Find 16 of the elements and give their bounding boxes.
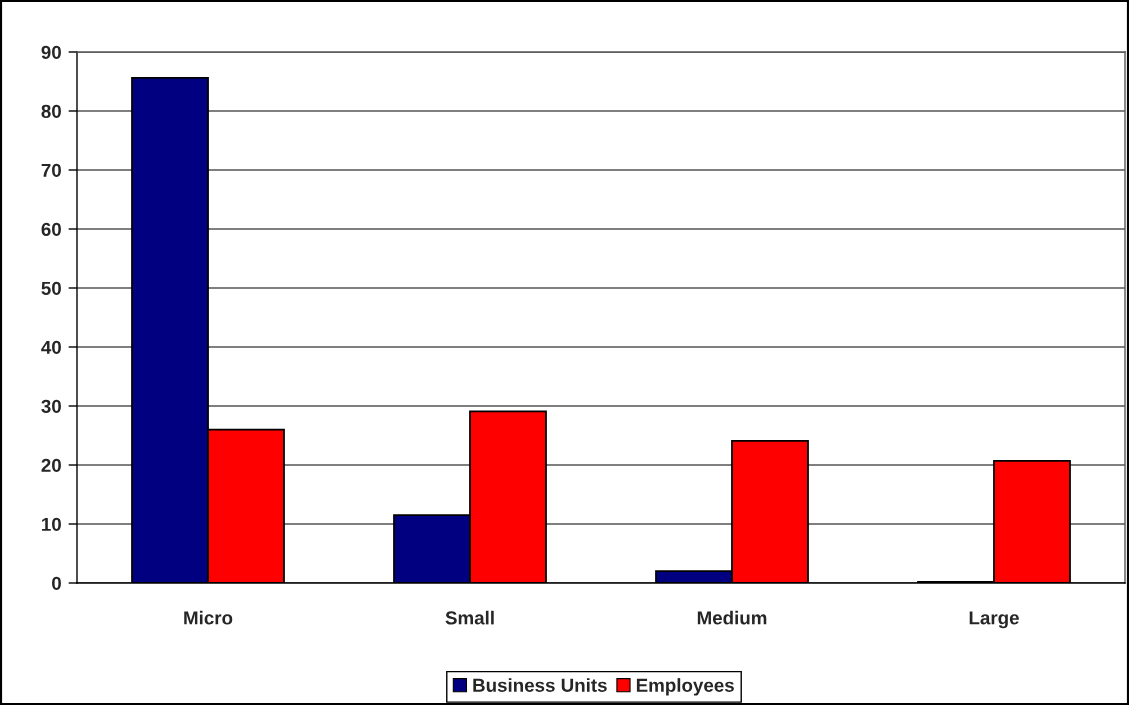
y-tick-label: 70	[41, 163, 61, 177]
y-tick-label: 30	[41, 399, 61, 413]
y-tick-label: 90	[41, 45, 61, 59]
y-tick-label: 60	[41, 222, 61, 236]
x-tick-label: Large	[969, 611, 1019, 629]
y-tick-label: 10	[42, 517, 61, 531]
x-tick-label: Micro	[184, 610, 233, 625]
legend-label: Business Units	[473, 678, 607, 692]
y-tick-label: 0	[52, 576, 61, 590]
y-tick-label: 40	[41, 340, 61, 354]
x-tick-label: Medium	[697, 610, 767, 625]
legend-label: Employees	[636, 678, 734, 696]
y-tick-label: 50	[41, 281, 61, 295]
y-tick-label: 80	[41, 104, 61, 118]
x-tick-label: Small	[445, 610, 494, 625]
y-tick-label: 20	[41, 458, 61, 472]
